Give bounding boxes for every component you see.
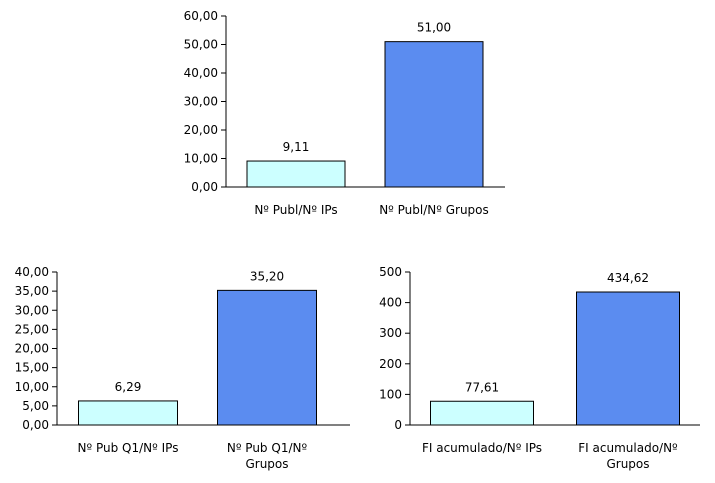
x-tick-label: Nº Pub Q1/Nº xyxy=(227,441,308,455)
y-tick-label: 20,00 xyxy=(184,123,218,137)
y-tick-label: 20,00 xyxy=(15,342,49,356)
x-tick-label: Grupos xyxy=(245,457,288,471)
y-tick-label: 25,00 xyxy=(15,322,49,336)
y-tick-label: 100 xyxy=(379,387,402,401)
y-tick-label: 10,00 xyxy=(184,152,218,166)
x-tick-label: Nº Pub Q1/Nº IPs xyxy=(78,441,179,455)
data-label: 35,20 xyxy=(250,269,284,283)
y-tick-label: 0,00 xyxy=(191,180,218,194)
x-tick-label: FI acumulado/Nº xyxy=(578,441,678,455)
chart-impact-factor: 0 100 200 300 400 500 77,61 FI acumulado/Nº IPs… xyxy=(379,265,700,471)
y-tick-label: 10,00 xyxy=(15,380,49,394)
y-tick-label: 60,00 xyxy=(184,9,218,23)
data-label: 434,62 xyxy=(607,271,649,285)
data-label: 51,00 xyxy=(417,21,451,35)
y-tick-label: 40,00 xyxy=(15,265,49,279)
x-tick-label: FI acumulado/Nº IPs xyxy=(422,441,542,455)
bar xyxy=(246,160,346,188)
x-tick-label: Grupos xyxy=(606,457,649,471)
bar xyxy=(217,289,317,426)
x-tick-label: Nº Publ/Nº IPs xyxy=(254,203,337,217)
chart-publications-q1: 0,00 5,00 10,00 15,00 20,00 25,00 30,00 35,00 40… xyxy=(15,265,350,471)
y-tick-label: 400 xyxy=(379,296,402,310)
y-tick-label: 300 xyxy=(379,326,402,340)
y-tick-label: 30,00 xyxy=(15,303,49,317)
y-tick-label: 0,00 xyxy=(22,418,49,432)
y-tick-label: 35,00 xyxy=(15,284,49,298)
bar xyxy=(576,291,680,426)
data-label: 77,61 xyxy=(465,380,499,394)
y-tick-label: 40,00 xyxy=(184,66,218,80)
y-tick-label: 500 xyxy=(379,265,402,279)
y-tick-label: 30,00 xyxy=(184,95,218,109)
bar xyxy=(384,41,484,188)
y-tick-label: 200 xyxy=(379,357,402,371)
bar xyxy=(430,400,534,426)
bar xyxy=(78,400,178,426)
data-label: 9,11 xyxy=(283,140,310,154)
y-tick-label: 15,00 xyxy=(15,361,49,375)
y-tick-label: 50,00 xyxy=(184,38,218,52)
chart-publications: 0,00 10,00 20,00 30,00 40,00 50,00 60,00 9,11 Nº… xyxy=(184,9,505,217)
y-tick-label: 0 xyxy=(394,418,402,432)
x-tick-label: Nº Publ/Nº Grupos xyxy=(379,203,489,217)
data-label: 6,29 xyxy=(115,380,142,394)
y-tick-label: 5,00 xyxy=(22,399,49,413)
